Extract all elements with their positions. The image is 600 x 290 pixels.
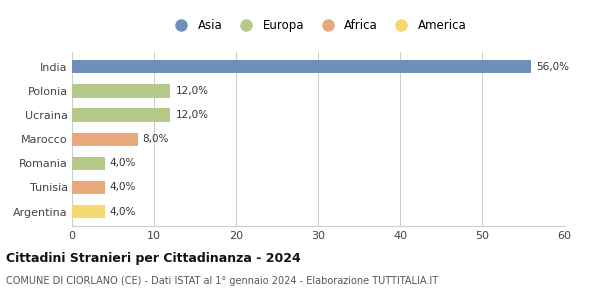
Text: 12,0%: 12,0% — [175, 86, 208, 96]
Legend: Asia, Europa, Africa, America: Asia, Europa, Africa, America — [169, 19, 467, 32]
Bar — [72, 205, 105, 218]
Text: COMUNE DI CIORLANO (CE) - Dati ISTAT al 1° gennaio 2024 - Elaborazione TUTTITALI: COMUNE DI CIORLANO (CE) - Dati ISTAT al … — [6, 276, 438, 285]
Bar — [72, 133, 137, 146]
Bar — [72, 157, 105, 170]
Text: Cittadini Stranieri per Cittadinanza - 2024: Cittadini Stranieri per Cittadinanza - 2… — [6, 252, 301, 265]
Text: 4,0%: 4,0% — [110, 182, 136, 193]
Text: 4,0%: 4,0% — [110, 207, 136, 217]
Bar — [72, 181, 105, 194]
Bar — [72, 108, 170, 122]
Text: 8,0%: 8,0% — [143, 134, 169, 144]
Text: 56,0%: 56,0% — [536, 62, 569, 72]
Bar — [72, 60, 531, 73]
Text: 12,0%: 12,0% — [175, 110, 208, 120]
Bar — [72, 84, 170, 97]
Text: 4,0%: 4,0% — [110, 158, 136, 168]
